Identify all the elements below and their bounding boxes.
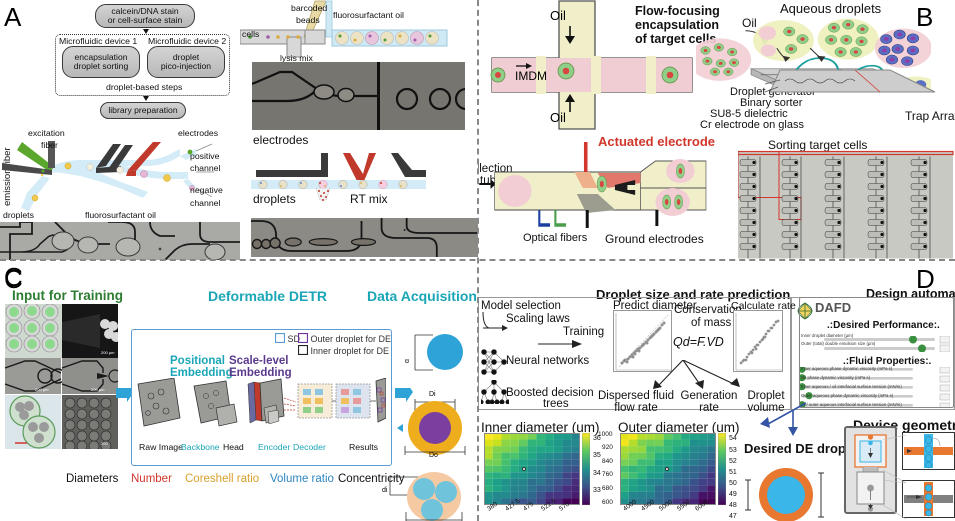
svg-text:di: di	[382, 487, 388, 494]
svg-text:200 µm: 200 µm	[101, 350, 115, 355]
svg-text:Do: Do	[429, 452, 438, 458]
svg-text:Di: Di	[429, 391, 436, 398]
svg-text:d: d	[405, 359, 411, 363]
svg-text:Oil: Oil	[550, 110, 566, 125]
svg-text:200 µm: 200 µm	[91, 387, 105, 392]
svg-text:IMDM: IMDM	[515, 69, 547, 83]
svg-text:200: 200	[101, 441, 108, 446]
svg-text:Oil: Oil	[550, 8, 566, 23]
svg-text:200 µm: 200 µm	[35, 387, 49, 392]
